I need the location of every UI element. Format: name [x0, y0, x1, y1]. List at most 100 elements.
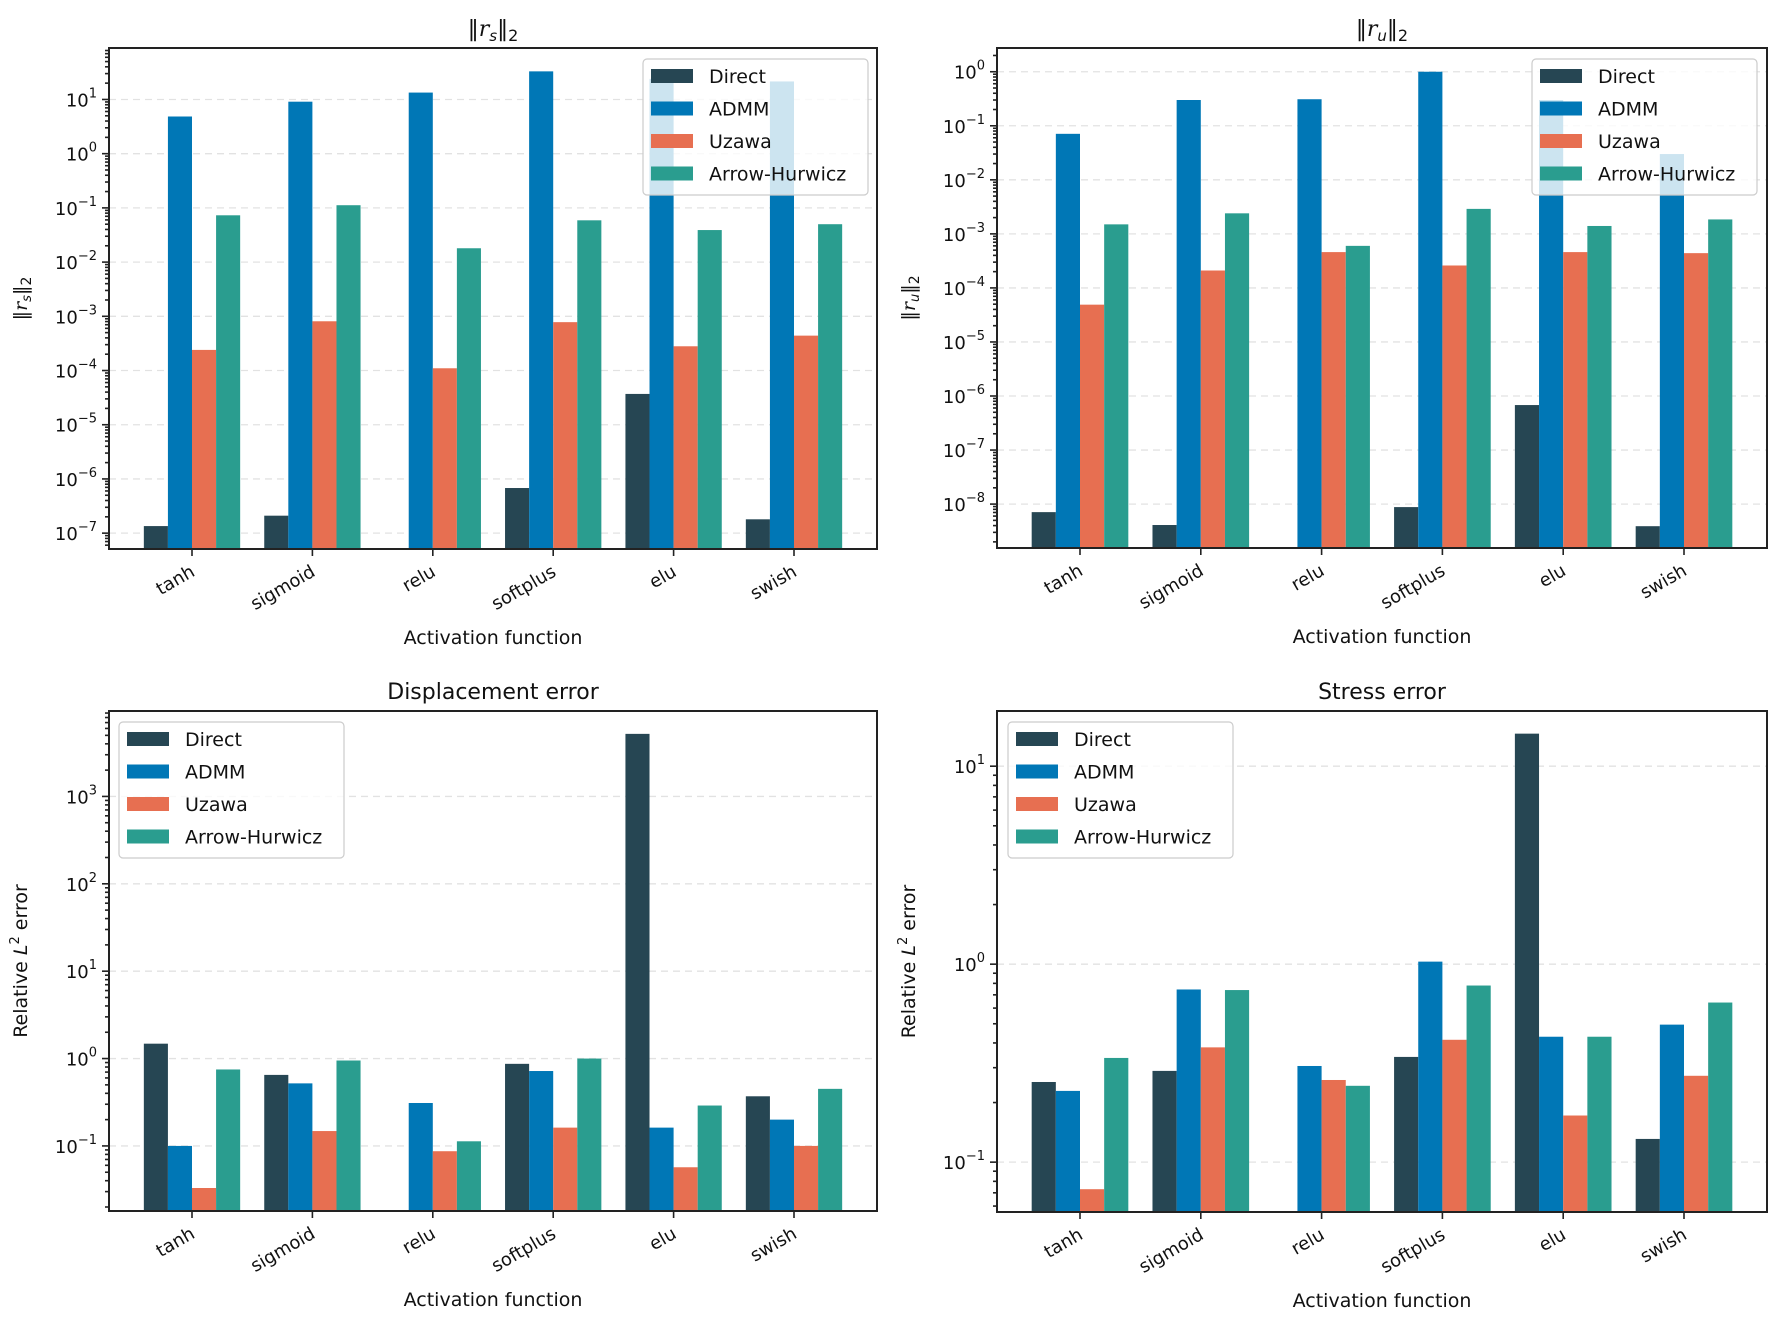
bar-admm-tanh [167, 116, 192, 549]
legend-swatch [127, 797, 169, 811]
x-axis-label: Activation function [404, 1289, 583, 1311]
legend-swatch [1540, 166, 1582, 181]
axes-frame [108, 710, 878, 1212]
bar-arrow-hurwicz-relu [1345, 1085, 1370, 1212]
chart-rs: 10−7 10−6 10−5 10−4 10−3 10−2 10−1 100 101 tanh si… [10, 17, 878, 649]
bar-admm-elu [649, 1127, 674, 1211]
y-tick-label: 102 [66, 871, 97, 896]
bar-arrow-hurwicz-relu [456, 248, 481, 549]
x-tick-label-softplus: softplus [1377, 1224, 1449, 1278]
y-axis-label: Relative L2 error [896, 885, 920, 1039]
bar-arrow-hurwicz-relu [1345, 245, 1370, 548]
x-tick-label-sigmoid: sigmoid [247, 1223, 319, 1277]
legend-label: Uzawa [709, 131, 772, 153]
y-tick-label: 10−4 [943, 275, 985, 300]
x-tick-label-elu: elu [1535, 1224, 1569, 1256]
bar-direct-elu [625, 393, 650, 549]
bar-direct-elu [625, 733, 650, 1211]
x-tick-label-tanh: tanh [153, 1223, 199, 1262]
x-tick-label-elu: elu [1535, 560, 1569, 592]
bar-admm-sigmoid [1176, 989, 1201, 1212]
y-tick-label: 10−3 [55, 303, 97, 328]
bar-arrow-hurwicz-sigmoid [1224, 213, 1250, 548]
legend: Direct ADMM Uzawa Arrow-Hurwicz [118, 721, 345, 859]
legend-swatch [1016, 829, 1058, 844]
bar-admm-relu [1297, 99, 1322, 549]
legend-swatch [1540, 101, 1582, 116]
bar-uzawa-elu [1563, 252, 1588, 549]
y-tick-label: 100 [66, 1046, 97, 1071]
y-tick-label: 10−3 [943, 221, 985, 246]
bar-arrow-hurwicz-swish [1708, 1002, 1733, 1212]
y-tick-label: 100 [954, 59, 985, 84]
legend-swatch [651, 134, 693, 148]
bar-arrow-hurwicz-tanh [216, 215, 241, 549]
plot-title: ‖ru‖2 [1356, 17, 1408, 45]
plot-title: Stress error [1318, 680, 1447, 705]
bar-uzawa-sigmoid [312, 1131, 337, 1211]
bar-arrow-hurwicz-elu [697, 1105, 722, 1211]
bar-admm-tanh [1055, 133, 1080, 548]
plot-title: ‖rs‖2 [468, 17, 519, 45]
bar-uzawa-tanh [192, 349, 217, 549]
bar-uzawa-elu [1563, 1115, 1588, 1212]
legend-swatch [127, 732, 169, 746]
bar-uzawa-softplus [553, 322, 578, 549]
legend-label: ADMM [709, 99, 769, 121]
bar-arrow-hurwicz-tanh [1104, 224, 1129, 549]
x-tick-label-softplus: softplus [1377, 560, 1449, 614]
x-tick-label-sigmoid: sigmoid [247, 561, 319, 615]
y-tick-label: 101 [954, 753, 985, 778]
x-tick-label-swish: swish [747, 1223, 801, 1266]
x-tick-label-tanh: tanh [1041, 1224, 1087, 1263]
bar-admm-softplus [529, 1071, 554, 1211]
bar-direct-sigmoid [1152, 1070, 1177, 1212]
bar-uzawa-sigmoid [312, 321, 337, 549]
bar-arrow-hurwicz-sigmoid [1224, 990, 1250, 1212]
x-axis-label: Activation function [404, 627, 583, 649]
bar-uzawa-tanh [1080, 1189, 1105, 1212]
axes-frame [108, 47, 878, 550]
x-tick-label-sigmoid: sigmoid [1136, 1224, 1208, 1278]
bar-uzawa-softplus [1442, 265, 1467, 548]
bar-uzawa-sigmoid [1200, 270, 1225, 548]
bar-uzawa-swish [794, 1145, 819, 1211]
bar-uzawa-softplus [1442, 1039, 1467, 1212]
bar-arrow-hurwicz-tanh [1104, 1057, 1129, 1212]
bar-direct-swish [745, 519, 770, 549]
y-tick-label: 10−6 [55, 466, 97, 491]
bar-arrow-hurwicz-softplus [1466, 208, 1491, 548]
legend: Direct ADMM Uzawa Arrow-Hurwicz [1531, 58, 1758, 196]
chart-ru: 10−8 10−7 10−6 10−5 10−4 10−3 10−2 10−1 100 tanh s… [898, 17, 1768, 648]
bar-direct-tanh [1031, 512, 1056, 548]
bar-arrow-hurwicz-softplus [1466, 985, 1491, 1212]
legend-swatch [651, 101, 693, 116]
bar-arrow-hurwicz-swish [818, 224, 843, 549]
bar-direct-sigmoid [264, 515, 289, 549]
y-tick-label: 10−1 [943, 113, 985, 138]
x-tick-label-softplus: softplus [488, 1223, 560, 1277]
x-axis-label: Activation function [1293, 1290, 1472, 1312]
bar-direct-swish [745, 1096, 770, 1211]
bar-uzawa-relu [1321, 1079, 1346, 1212]
bar-uzawa-elu [673, 1167, 698, 1211]
y-tick-label: 10−5 [943, 329, 985, 354]
legend-swatch [1016, 797, 1058, 811]
y-tick-label: 10−8 [943, 491, 985, 516]
legend-swatch [1540, 134, 1582, 148]
x-tick-label-tanh: tanh [153, 561, 199, 600]
y-tick-label: 10−1 [943, 1149, 985, 1174]
bar-direct-sigmoid [1152, 525, 1177, 548]
y-tick-label: 10−7 [943, 437, 985, 462]
x-tick-label-swish: swish [747, 561, 801, 604]
bar-uzawa-relu [432, 1151, 457, 1211]
bar-direct-elu [1514, 733, 1540, 1212]
legend-label: Arrow-Hurwicz [1598, 164, 1735, 186]
legend-box [1007, 721, 1234, 859]
axes-frame [996, 710, 1768, 1213]
bar-direct-tanh [143, 1043, 168, 1211]
x-tick-label-elu: elu [646, 1223, 680, 1255]
bar-admm-swish [1659, 154, 1684, 548]
bar-arrow-hurwicz-softplus [577, 220, 602, 549]
